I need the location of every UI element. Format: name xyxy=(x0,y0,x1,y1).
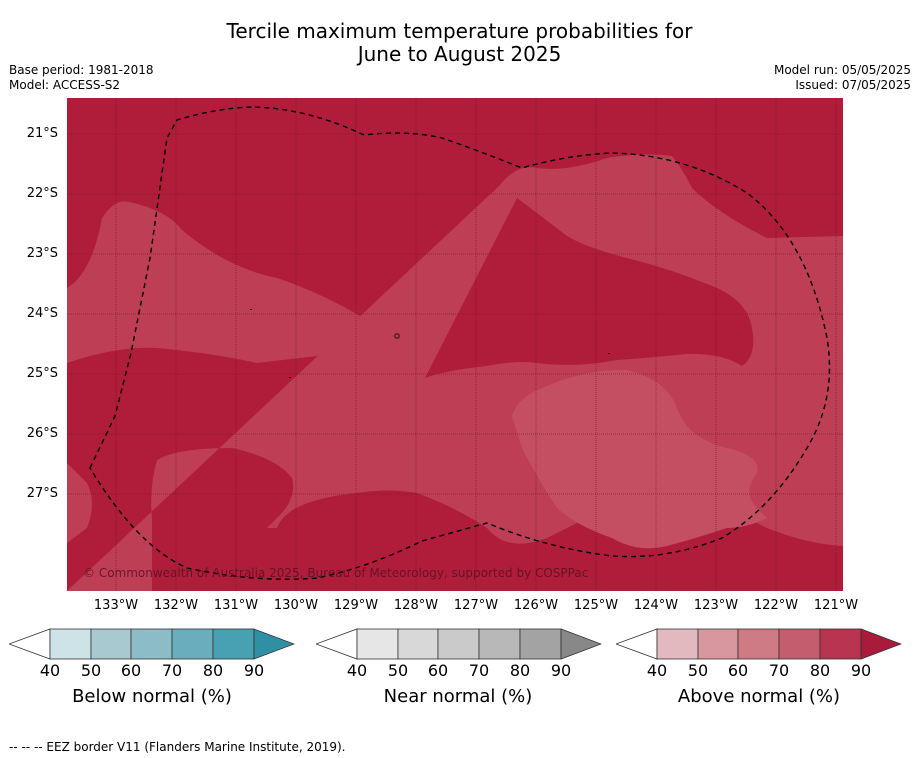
colorbar-above-normal xyxy=(616,628,902,660)
colorbar-segment xyxy=(519,628,562,660)
lon-label-133w: 133°W xyxy=(93,598,139,613)
colorbar-tick: 40 xyxy=(646,661,668,680)
colorbar-segment xyxy=(171,628,214,660)
colorbar-label-below-normal: Below normal (%) xyxy=(72,686,232,707)
lat-label-21s: 21°S xyxy=(26,126,58,141)
colorbar-tick: 60 xyxy=(120,661,142,680)
map-copyright: © Commonwealth of Australia 2025, Bureau… xyxy=(83,566,588,580)
colorbar-tick: 80 xyxy=(202,661,224,680)
lon-label-126w: 126°W xyxy=(513,598,559,613)
colorbar-below-normal xyxy=(9,628,295,660)
colorbar-tick: 60 xyxy=(727,661,749,680)
islands xyxy=(250,309,610,378)
lat-label-24s: 24°S xyxy=(26,306,58,321)
lon-label-127w: 127°W xyxy=(453,598,499,613)
lon-label-123w: 123°W xyxy=(693,598,739,613)
zone-above-70-80-east xyxy=(67,154,843,591)
colorbar-label-near-normal: Near normal (%) xyxy=(383,686,533,707)
map-title-line2: June to August 2025 xyxy=(357,42,562,66)
colorbar-tick: 70 xyxy=(161,661,183,680)
colorbar-segment xyxy=(860,628,902,660)
colorbar-tick: 90 xyxy=(550,661,572,680)
lat-label-25s: 25°S xyxy=(26,366,58,381)
colorbar-segment xyxy=(737,628,780,660)
lon-label-128w: 128°W xyxy=(393,598,439,613)
colorbar-segment xyxy=(49,628,92,660)
colorbar-tick: 50 xyxy=(80,661,102,680)
colorbar-segment xyxy=(560,628,602,660)
model-name: Model: ACCESS-S2 xyxy=(9,78,121,92)
zone-above-70-80-west xyxy=(67,201,367,363)
lon-label-124w: 124°W xyxy=(633,598,679,613)
colorbar-segment xyxy=(656,628,699,660)
graticule xyxy=(67,98,843,591)
colorbar-tick: 70 xyxy=(768,661,790,680)
colorbar-tick: 50 xyxy=(387,661,409,680)
colorbar-tick: 80 xyxy=(509,661,531,680)
lon-label-129w: 129°W xyxy=(333,598,379,613)
colorbar-segment xyxy=(253,628,295,660)
lon-label-125w: 125°W xyxy=(573,598,619,613)
colorbar-segment xyxy=(819,628,862,660)
lat-label-27s: 27°S xyxy=(26,486,58,501)
forecast-map: © Commonwealth of Australia 2025, Bureau… xyxy=(67,98,843,591)
colorbar-tick: 90 xyxy=(850,661,872,680)
zone-above-60-70 xyxy=(512,369,767,549)
lat-label-22s: 22°S xyxy=(26,186,58,201)
colorbar-segment xyxy=(397,628,439,660)
colorbar-tick: 70 xyxy=(468,661,490,680)
colorbar-segment xyxy=(437,628,480,660)
colorbar-tick: 60 xyxy=(427,661,449,680)
lon-label-122w: 122°W xyxy=(753,598,799,613)
colorbar-segment xyxy=(316,628,358,660)
eez-legend-note: -- -- -- EEZ border V11 (Flanders Marine… xyxy=(9,740,346,754)
colorbar-label-above-normal: Above normal (%) xyxy=(677,686,841,707)
colorbar-segment xyxy=(778,628,821,660)
colorbar-tick: 50 xyxy=(687,661,709,680)
lon-label-130w: 130°W xyxy=(273,598,319,613)
colorbar-near-normal xyxy=(316,628,602,660)
lat-label-26s: 26°S xyxy=(26,426,58,441)
colorbar-segment xyxy=(90,628,132,660)
eez-border xyxy=(89,106,831,580)
model-run: Model run: 05/05/2025 xyxy=(773,63,911,77)
colorbar-segment xyxy=(478,628,521,660)
colorbar-segment xyxy=(356,628,399,660)
colorbar-segment xyxy=(212,628,255,660)
lon-label-132w: 132°W xyxy=(153,598,199,613)
colorbar-segment xyxy=(697,628,739,660)
colorbar-segment xyxy=(130,628,173,660)
map-title-line1: Tercile maximum temperature probabilitie… xyxy=(226,19,693,43)
colorbar-tick: 80 xyxy=(809,661,831,680)
issued-date: Issued: 07/05/2025 xyxy=(795,78,911,92)
colorbar-segment xyxy=(9,628,51,660)
lat-label-23s: 23°S xyxy=(26,246,58,261)
lon-label-121w: 121°W xyxy=(813,598,859,613)
colorbar-segment xyxy=(616,628,658,660)
lon-label-131w: 131°W xyxy=(213,598,259,613)
base-period: Base period: 1981-2018 xyxy=(9,63,154,77)
colorbar-tick: 90 xyxy=(243,661,265,680)
colorbar-tick: 40 xyxy=(39,661,61,680)
colorbar-tick: 40 xyxy=(346,661,368,680)
